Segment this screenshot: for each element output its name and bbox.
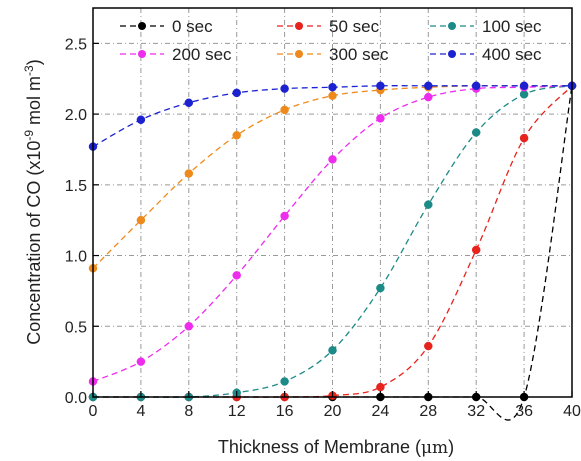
grid (92, 8, 573, 398)
x-tick-label: 24 (372, 403, 390, 420)
series-100-sec (88, 81, 577, 402)
legend-marker (448, 50, 456, 58)
y-axis-label: Concentration of CO (x10-9 mol m-3) (22, 59, 44, 344)
legend-item: 100 sec (430, 17, 542, 36)
data-point (280, 84, 289, 93)
data-point (424, 81, 433, 91)
data-point (136, 115, 146, 124)
data-point (376, 114, 385, 123)
x-tick-label: 0 (89, 403, 98, 420)
x-tick-label: 8 (184, 403, 193, 420)
y-tick-label: 2.5 (65, 36, 87, 53)
legend-marker (295, 50, 303, 58)
series-200-sec (88, 81, 577, 386)
x-tick-label: 28 (419, 403, 437, 420)
x-tick-label: 20 (324, 403, 342, 420)
data-point (280, 211, 289, 221)
legend-item: 200 sec (120, 45, 232, 64)
legend-label: 0 sec (172, 17, 213, 36)
y-tick-label: 0.0 (65, 390, 87, 407)
data-point (328, 155, 337, 164)
data-point (376, 283, 385, 293)
data-point (280, 105, 289, 115)
x-tick-label: 4 (136, 403, 145, 420)
data-point (471, 81, 481, 91)
data-point (136, 357, 146, 366)
data-point (232, 131, 241, 140)
data-point (376, 81, 385, 91)
legend-label: 50 sec (329, 17, 380, 36)
data-point (232, 271, 241, 280)
legend-marker (138, 22, 146, 30)
data-point (424, 341, 433, 351)
data-point (471, 128, 481, 137)
x-tick-label: 32 (467, 403, 485, 420)
data-point (424, 92, 433, 102)
x-axis-label: Thickness of Membrane (μm) (218, 437, 454, 458)
legend-label: 300 sec (329, 45, 389, 64)
data-point (328, 82, 337, 92)
x-tick-label: 36 (515, 403, 533, 420)
data-point (280, 377, 289, 386)
legend-item: 300 sec (277, 45, 389, 64)
x-tick-label: 40 (563, 403, 581, 420)
y-tick-label: 1.0 (65, 249, 87, 266)
legend: 0 sec 50 sec 100 sec 200 sec 300 sec 400 sec (120, 17, 542, 64)
legend-marker (448, 22, 456, 30)
legend-item: 0 sec (120, 17, 213, 36)
legend-label: 100 sec (482, 17, 542, 36)
x-tick-label: 12 (228, 403, 246, 420)
data-point (328, 91, 337, 100)
data-point (184, 322, 194, 331)
x-tick-label: 16 (276, 403, 294, 420)
legend-marker (138, 50, 146, 58)
data-point (519, 90, 529, 99)
legend-marker (295, 22, 303, 30)
legend-label: 400 sec (482, 45, 542, 64)
series-line (93, 85, 573, 398)
data-point (519, 133, 529, 143)
y-tick-label: 0.5 (65, 319, 87, 336)
data-point (424, 200, 433, 209)
y-tick-label: 1.5 (65, 178, 87, 195)
data-point (136, 215, 146, 225)
legend-item: 400 sec (430, 45, 542, 64)
data-point (328, 346, 337, 355)
axis-ticks: 0 4 8 12 16 20 24 28 32 36 40 0.0 0.5 1.0 1.5 2.0 2.5 (65, 36, 581, 420)
legend-label: 200 sec (172, 45, 232, 64)
data-point (471, 245, 481, 255)
data-point (184, 169, 194, 178)
data-point (232, 88, 241, 98)
y-tick-label: 2.0 (65, 107, 87, 124)
data-point (519, 81, 529, 91)
data-point (184, 98, 194, 108)
data-point (376, 382, 385, 392)
legend-item: 50 sec (277, 17, 380, 36)
